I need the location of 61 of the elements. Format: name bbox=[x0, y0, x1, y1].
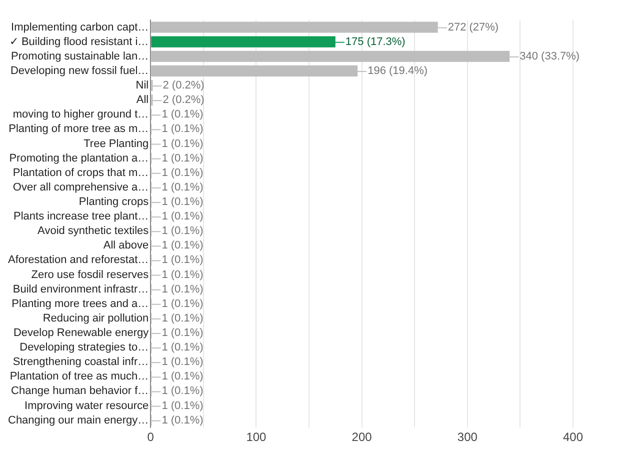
y-tick-label: Aforestation and reforestat… bbox=[8, 254, 149, 266]
data-label: 340 (33.7%) bbox=[520, 50, 580, 62]
data-label: 1 (0.1%) bbox=[162, 283, 204, 296]
y-tick-label: Planting crops bbox=[78, 196, 150, 208]
data-label: 1 (0.1%) bbox=[162, 166, 204, 179]
x-tick-label: 400 bbox=[562, 430, 584, 444]
data-label: 1 (0.1%) bbox=[162, 268, 204, 281]
y-tick-label: Improving water resource bbox=[24, 400, 149, 412]
y-tick-label: Zero use fosdil reserves bbox=[31, 268, 150, 281]
y-tick-label: All bbox=[136, 94, 149, 106]
data-label: 1 (0.1%) bbox=[162, 385, 204, 398]
data-label: 1 (0.1%) bbox=[162, 240, 204, 252]
data-label: 1 (0.1%) bbox=[162, 312, 204, 324]
y-tick-label: Promoting the plantation a… bbox=[9, 152, 149, 164]
data-label: 1 (0.1%) bbox=[162, 225, 204, 238]
x-tick-label: 0 bbox=[147, 430, 154, 444]
y-tick-label: Promoting sustainable lan… bbox=[11, 50, 149, 62]
y-tick-label: moving to higher ground t… bbox=[12, 108, 149, 121]
data-label: 1 (0.1%) bbox=[162, 414, 204, 426]
y-tick-label: All above bbox=[103, 240, 149, 252]
data-label: 175 (17.3%) bbox=[345, 36, 406, 48]
x-tick-label: 300 bbox=[457, 430, 478, 444]
y-tick-label: Plants increase tree plant… bbox=[13, 210, 149, 223]
data-label: 1 (0.1%) bbox=[162, 400, 204, 412]
data-label: 1 (0.1%) bbox=[162, 342, 204, 354]
data-label: 1 (0.1%) bbox=[162, 254, 204, 266]
y-tick-label: Build environment infrastr… bbox=[12, 283, 149, 296]
y-tick-label: Strengthening coastal infr… bbox=[12, 356, 149, 368]
y-tick-label: Planting more trees and a… bbox=[12, 298, 149, 310]
data-label: 1 (0.1%) bbox=[162, 356, 204, 368]
data-label: 196 (19.4%) bbox=[368, 64, 428, 77]
data-label: 1 (0.1%) bbox=[162, 123, 204, 136]
y-tick-label: Developing new fossil fuel… bbox=[10, 64, 149, 77]
y-tick-label: Change human behavior f… bbox=[11, 385, 149, 398]
y-tick-label: Over all comprehensive a… bbox=[12, 181, 149, 194]
y-tick-label: Develop Renewable energy bbox=[13, 327, 150, 340]
x-tick-label: 200 bbox=[352, 430, 372, 444]
data-label: 1 (0.1%) bbox=[162, 370, 204, 383]
data-label: 1 (0.1%) bbox=[162, 181, 204, 194]
data-label: 1 (0.1%) bbox=[162, 152, 204, 164]
y-tick-label: Tree Planting bbox=[84, 138, 149, 150]
data-label: 2 (0.2%) bbox=[162, 94, 204, 106]
data-label: 2 (0.2%) bbox=[162, 80, 204, 92]
y-tick-label: Changing our main energy… bbox=[8, 414, 149, 426]
data-label: 272 (27%) bbox=[448, 21, 499, 34]
y-tick-label: Avoid synthetic textiles bbox=[38, 225, 150, 238]
y-tick-label: Plantation of tree as much… bbox=[10, 370, 149, 383]
data-label: 1 (0.1%) bbox=[162, 108, 204, 121]
y-tick-label: Developing strategies to… bbox=[20, 342, 149, 354]
y-tick-label: Planting of more tree as m… bbox=[8, 123, 149, 136]
data-label: 1 (0.1%) bbox=[162, 138, 204, 150]
data-label: 1 (0.1%) bbox=[162, 210, 204, 223]
x-tick-label: 100 bbox=[246, 430, 267, 444]
y-tick-label: Implementing carbon capt… bbox=[11, 21, 149, 34]
data-label: 1 (0.1%) bbox=[162, 327, 204, 340]
y-tick-label: Reducing air pollution bbox=[42, 312, 149, 324]
data-label: 1 (0.1%) bbox=[162, 196, 204, 208]
y-tick-label: Nil bbox=[136, 80, 149, 92]
y-tick-label: Plantation of crops that m… bbox=[12, 166, 149, 179]
y-tick-label: ✓ Building flood resistant i… bbox=[9, 36, 149, 48]
data-label: 1 (0.1%) bbox=[162, 298, 204, 310]
